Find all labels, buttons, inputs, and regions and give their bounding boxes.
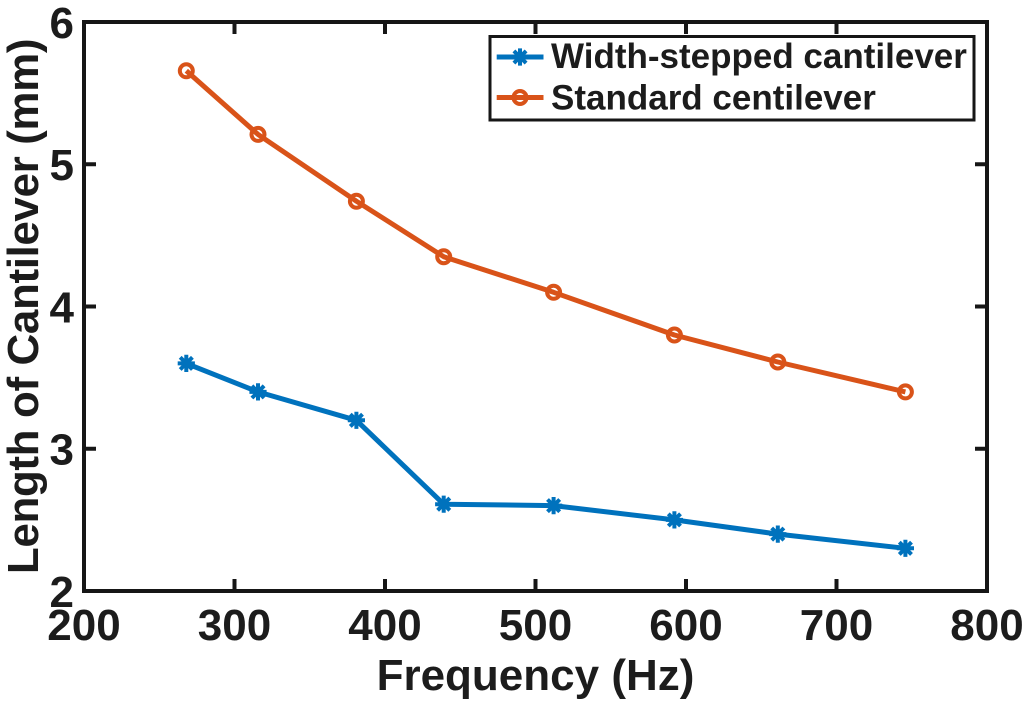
svg-text:200: 200 [47, 601, 120, 650]
svg-text:600: 600 [649, 601, 722, 650]
svg-text:Width-stepped cantilever: Width-stepped cantilever [551, 37, 967, 76]
svg-text:6: 6 [50, 0, 74, 48]
svg-text:Frequency (Hz): Frequency (Hz) [377, 651, 695, 700]
svg-text:400: 400 [348, 601, 421, 650]
svg-text:300: 300 [198, 601, 271, 650]
svg-text:Length of Cantilever (mm): Length of Cantilever (mm) [0, 39, 48, 574]
svg-text:2: 2 [50, 568, 74, 617]
svg-text:4: 4 [50, 283, 75, 332]
svg-text:800: 800 [950, 601, 1023, 650]
svg-text:5: 5 [50, 141, 74, 190]
svg-text:3: 3 [50, 426, 74, 475]
svg-text:Standard centilever: Standard centilever [551, 78, 876, 117]
svg-text:700: 700 [800, 601, 873, 650]
svg-text:500: 500 [499, 601, 572, 650]
